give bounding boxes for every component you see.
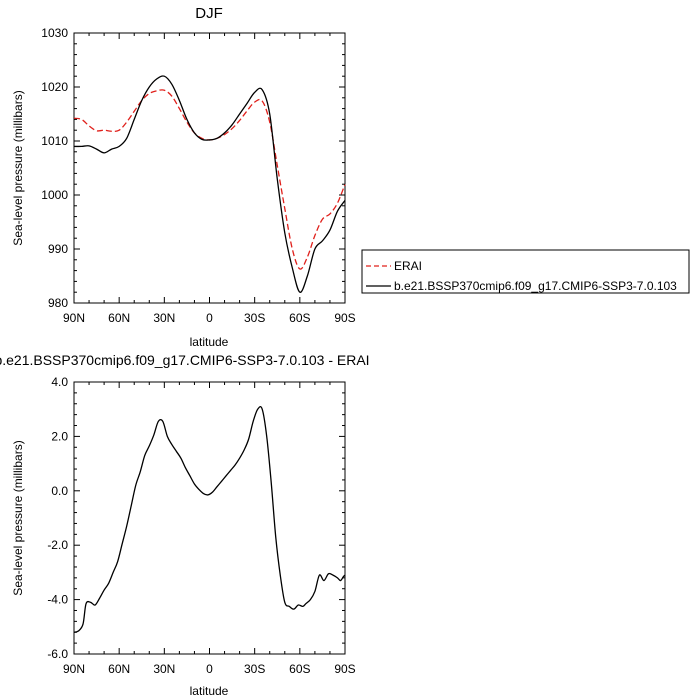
top-y-tick-label: 1000: [41, 188, 68, 202]
legend-box: [361, 249, 690, 294]
bottom-x-axis: 90N 60N 30N 0 30S 60S 90S: [63, 382, 356, 676]
top-x-axis-label: latitude: [190, 335, 229, 349]
bottom-y-tick-label: -4.0: [47, 593, 68, 607]
top-panel: DJF 90N 60N 30N 0 30S 60S 90S 980 990 1000 1010 10…: [11, 5, 356, 349]
top-y-tick-label: 980: [48, 296, 68, 310]
legend-label-erai: ERAI: [394, 259, 422, 273]
top-chart-title: DJF: [195, 5, 223, 22]
bottom-x-tick-label: 30N: [153, 662, 175, 676]
top-y-tick-label: 1030: [41, 26, 68, 40]
top-x-tick-label: 60S: [289, 311, 310, 325]
bottom-chart-title: b.e21.BSSP370cmip6.f09_g17.CMIP6-SSP3-7.…: [0, 352, 370, 368]
bottom-y-tick-label: 2.0: [51, 429, 68, 443]
top-x-tick-label: 0: [206, 311, 213, 325]
top-x-tick-label: 90S: [334, 311, 355, 325]
bottom-y-axis-label: Sea-level pressure (millibars): [11, 440, 25, 595]
bottom-x-tick-label: 60N: [108, 662, 130, 676]
top-x-axis: 90N 60N 30N 0 30S 60S 90S: [63, 33, 356, 325]
bottom-y-tick-label: 4.0: [51, 375, 68, 389]
bottom-y-tick-label: -6.0: [47, 647, 68, 661]
bottom-series-line-0: [73, 406, 346, 633]
bottom-series-group: [73, 406, 346, 633]
top-series-line-0: [73, 89, 346, 270]
bottom-x-tick-label: 90N: [63, 662, 85, 676]
top-series-line-1: [73, 75, 346, 293]
top-y-tick-label: 1010: [41, 134, 68, 148]
top-x-tick-label: 60N: [108, 311, 130, 325]
top-x-tick-label: 30S: [244, 311, 265, 325]
top-y-tick-label: 1020: [41, 80, 68, 94]
bottom-panel: b.e21.BSSP370cmip6.f09_g17.CMIP6-SSP3-7.…: [0, 352, 370, 698]
bottom-x-tick-label: 30S: [244, 662, 265, 676]
top-x-tick-label: 90N: [63, 311, 85, 325]
bottom-x-tick-label: 90S: [334, 662, 355, 676]
bottom-plot-frame: [73, 381, 346, 655]
top-x-tick-label: 30N: [153, 311, 175, 325]
top-series-group: [73, 75, 346, 293]
top-y-axis-label: Sea-level pressure (millibars): [11, 90, 25, 245]
top-y-axis: 980 990 1000 1010 1020 1030: [41, 26, 345, 310]
bottom-y-axis: -6.0 -4.0 -2.0 0.0 2.0 4.0: [47, 375, 345, 661]
bottom-y-tick-label: 0.0: [51, 484, 68, 498]
bottom-x-tick-label: 60S: [289, 662, 310, 676]
bottom-x-axis-label: latitude: [190, 684, 229, 698]
legend-label-model: b.e21.BSSP370cmip6.f09_g17.CMIP6-SSP3-7.…: [394, 279, 677, 293]
bottom-y-tick-label: -2.0: [47, 538, 68, 552]
bottom-x-tick-label: 0: [206, 662, 213, 676]
legend: ERAI b.e21.BSSP370cmip6.f09_g17.CMIP6-SS…: [361, 249, 690, 294]
top-y-tick-label: 990: [48, 242, 68, 256]
